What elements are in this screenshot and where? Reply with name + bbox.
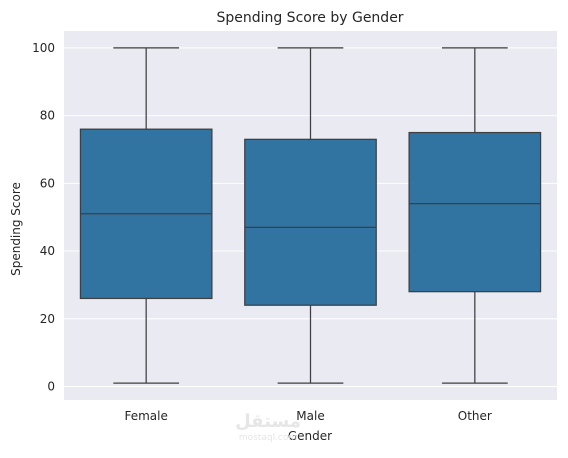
watermark-arabic-text: مستقل xyxy=(235,411,301,432)
y-tick-label: 0 xyxy=(47,379,55,393)
x-tick-label: Other xyxy=(458,409,492,423)
box-female xyxy=(79,47,213,384)
y-axis-label: Spending Score xyxy=(9,182,23,276)
y-tick-label: 40 xyxy=(40,244,55,258)
iqr-box xyxy=(244,138,377,306)
iqr-box xyxy=(408,131,542,293)
box-series xyxy=(79,47,542,384)
box-male xyxy=(244,47,377,384)
x-axis-ticks: Female Male Other xyxy=(124,409,491,423)
x-tick-label: Female xyxy=(124,409,167,423)
x-axis-label: Gender xyxy=(288,429,332,443)
watermark-logo: مستقل mostaql.com xyxy=(235,411,301,443)
y-tick-label: 20 xyxy=(40,312,55,326)
chart-title: Spending Score by Gender xyxy=(216,10,403,26)
watermark-latin-text: mostaql.com xyxy=(239,433,297,443)
y-tick-label: 80 xyxy=(40,109,55,123)
y-tick-label: 100 xyxy=(32,41,55,55)
y-axis-ticks: 0 20 40 60 80 100 xyxy=(32,41,55,394)
y-tick-label: 60 xyxy=(40,176,55,190)
x-tick-label: Male xyxy=(296,409,324,423)
box-other xyxy=(408,47,542,384)
